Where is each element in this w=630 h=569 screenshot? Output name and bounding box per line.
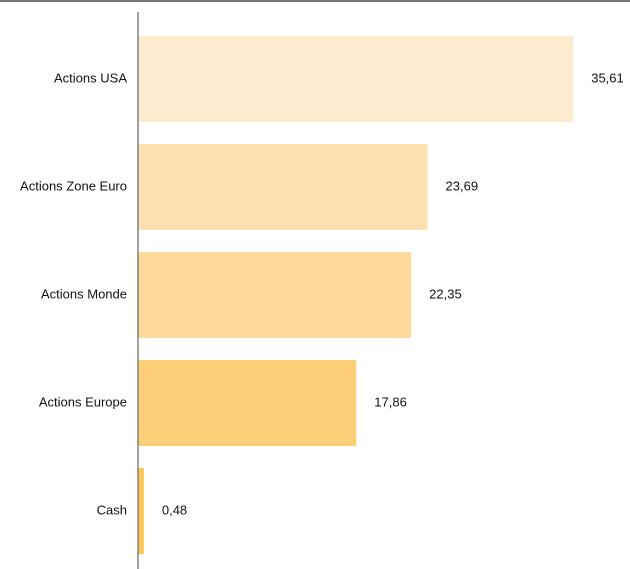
bar-1 (138, 144, 428, 230)
category-label-2: Actions Monde (41, 286, 127, 301)
top-border (0, 0, 630, 2)
category-label-1: Actions Zone Euro (20, 178, 127, 193)
bar-3 (138, 360, 357, 446)
bar-2 (138, 252, 412, 338)
value-label-0: 35,61 (591, 70, 624, 85)
category-label-3: Actions Europe (39, 394, 127, 409)
bar-0 (138, 36, 574, 122)
value-label-2: 22,35 (429, 286, 462, 301)
bars-group (138, 36, 574, 554)
value-label-1: 23,69 (446, 178, 479, 193)
bar-4 (138, 468, 144, 554)
labels-group: Actions USA 35,61 Actions Zone Euro 23,69 Ac… (20, 70, 624, 517)
value-label-4: 0,48 (162, 502, 187, 517)
value-label-3: 17,86 (374, 394, 407, 409)
category-label-4: Cash (97, 502, 127, 517)
category-label-0: Actions USA (54, 70, 127, 85)
